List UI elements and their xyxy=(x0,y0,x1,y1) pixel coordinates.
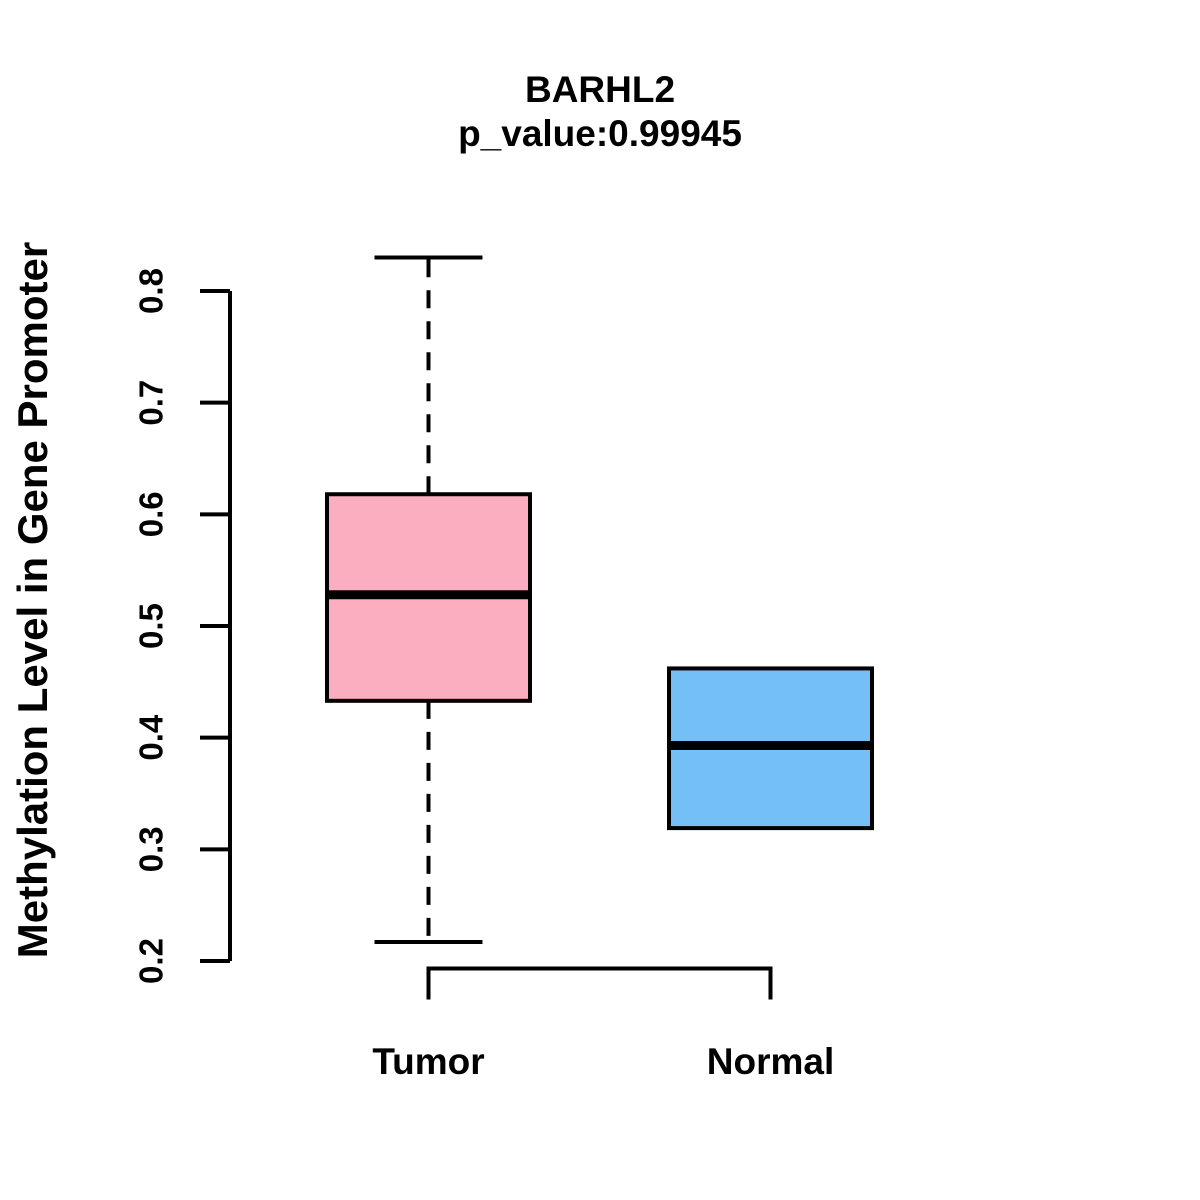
y-tick-label: 0.2 xyxy=(133,938,170,984)
y-tick-label: 0.8 xyxy=(133,268,170,314)
y-tick-label: 0.6 xyxy=(133,491,170,537)
chart-title: BARHL2 xyxy=(524,69,676,110)
y-tick-label: 0.3 xyxy=(133,826,170,872)
x-category-label-tumor: Tumor xyxy=(372,1041,484,1082)
x-category-label-normal: Normal xyxy=(707,1041,834,1082)
y-tick-label: 0.4 xyxy=(133,714,170,761)
y-tick-label: 0.5 xyxy=(133,603,170,649)
x-axis-bracket xyxy=(426,966,773,1000)
chart-subtitle: p_value:0.99945 xyxy=(458,113,742,154)
y-tick-label: 0.7 xyxy=(133,380,170,426)
